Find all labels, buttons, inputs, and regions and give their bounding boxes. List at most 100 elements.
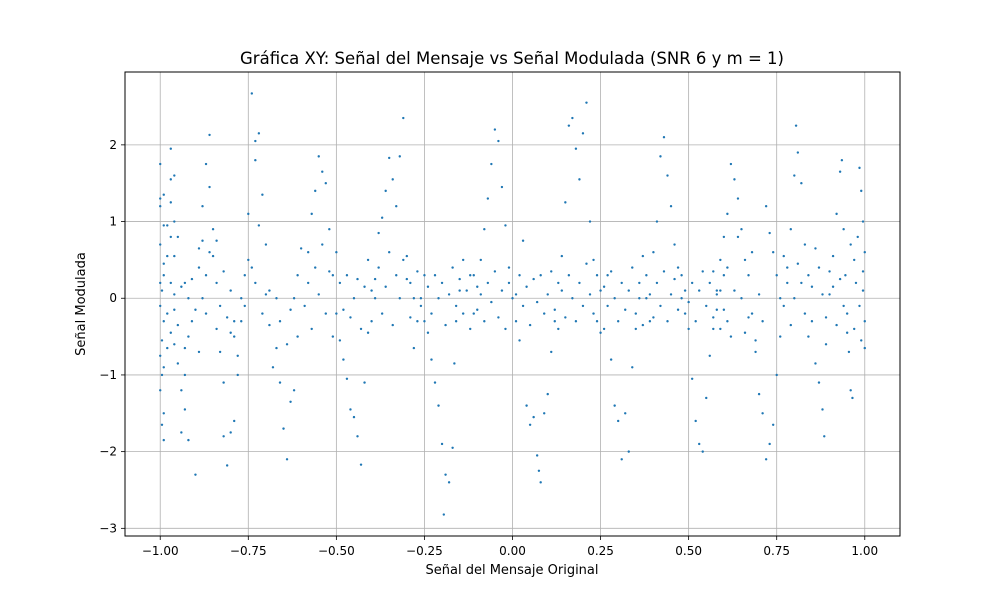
scatter-point [359, 463, 363, 466]
scatter-point [388, 156, 391, 160]
scatter-point [761, 320, 764, 323]
scatter-point [676, 266, 680, 269]
scatter-point [698, 289, 701, 292]
scatter-point [483, 320, 486, 323]
scatter-point [507, 281, 511, 285]
scatter-point [535, 454, 539, 457]
scatter-point [299, 247, 303, 250]
scatter-point [465, 289, 468, 292]
scatter-point [405, 277, 409, 281]
scatter-point [222, 435, 225, 438]
scatter-point [662, 135, 666, 139]
scatter-point [599, 331, 602, 334]
scatter-point [218, 350, 222, 354]
scatter-point [183, 281, 187, 285]
scatter-point [634, 312, 637, 315]
scatter-point [546, 293, 549, 296]
scatter-point [190, 320, 194, 323]
scatter-point [863, 320, 866, 323]
scatter-point [493, 128, 497, 131]
scatter-point [490, 300, 493, 304]
scatter-point [159, 354, 162, 357]
scatter-point [352, 415, 356, 419]
scatter-point [292, 389, 296, 392]
scatter-point [229, 431, 232, 434]
scatter-point [254, 158, 257, 162]
scatter-point [824, 316, 828, 319]
scatter-point [557, 327, 560, 331]
data-points [159, 92, 866, 516]
scatter-point [550, 350, 553, 354]
scatter-point [190, 277, 194, 281]
scatter-point [173, 254, 176, 258]
scatter-point [166, 346, 169, 350]
x-tick-label: 1.00 [851, 544, 878, 558]
scatter-point [719, 289, 722, 292]
scatter-point [803, 312, 807, 315]
scatter-point [194, 308, 197, 311]
scatter-point [342, 358, 345, 361]
scatter-point [366, 331, 370, 334]
scatter-point [271, 366, 275, 369]
scatter-point [851, 396, 854, 400]
scatter-point [528, 323, 532, 327]
scatter-point [673, 277, 676, 281]
scatter-point [528, 423, 532, 426]
scatter-point [708, 354, 711, 357]
scatter-point [426, 285, 430, 288]
scatter-point [701, 270, 704, 273]
scatter-point [278, 320, 282, 323]
x-tick-label: −0.25 [406, 544, 443, 558]
scatter-point [831, 254, 835, 258]
scatter-point [433, 274, 437, 277]
scatter-point [159, 162, 162, 166]
scatter-point [310, 212, 313, 216]
scatter-point [197, 350, 201, 354]
scatter-point [469, 327, 472, 331]
scatter-point [160, 423, 164, 426]
scatter-point [282, 427, 285, 430]
scatter-point [535, 300, 539, 304]
scatter-point [754, 339, 757, 342]
scatter-point [454, 304, 458, 308]
scatter-point [578, 178, 581, 181]
scatter-point [194, 473, 197, 476]
scatter-point [472, 274, 475, 277]
scatter-point [648, 293, 652, 296]
scatter-point [592, 258, 595, 262]
scatter-point [539, 274, 542, 277]
scatter-point [564, 201, 567, 204]
scatter-point [500, 185, 504, 189]
scatter-point [476, 308, 479, 311]
scatter-point [613, 404, 616, 407]
scatter-point [486, 281, 490, 285]
scatter-point [616, 419, 620, 423]
scatter-point [609, 270, 613, 273]
scatter-point [733, 289, 736, 292]
scatter-point [764, 458, 768, 461]
scatter-point [173, 174, 176, 177]
scatter-point [233, 320, 236, 323]
scatter-point [162, 193, 165, 196]
scatter-point [845, 331, 849, 334]
scatter-point [757, 293, 761, 296]
scatter-point [433, 381, 437, 384]
y-tick-label: 1 [109, 215, 117, 229]
scatter-point [345, 274, 349, 277]
scatter-point [602, 327, 606, 331]
scatter-point [243, 304, 246, 308]
scatter-point [800, 182, 803, 185]
scatter-point [201, 239, 204, 242]
scatter-point [296, 274, 299, 277]
scatter-point [560, 254, 564, 258]
scatter-point [331, 335, 335, 338]
scatter-point [208, 133, 211, 137]
scatter-point [173, 343, 176, 346]
scatter-point [345, 377, 349, 380]
scatter-point [398, 297, 401, 300]
scatter-point [645, 274, 648, 277]
scatter-point [719, 327, 722, 331]
scatter-point [204, 312, 208, 315]
scatter-point [169, 281, 172, 285]
